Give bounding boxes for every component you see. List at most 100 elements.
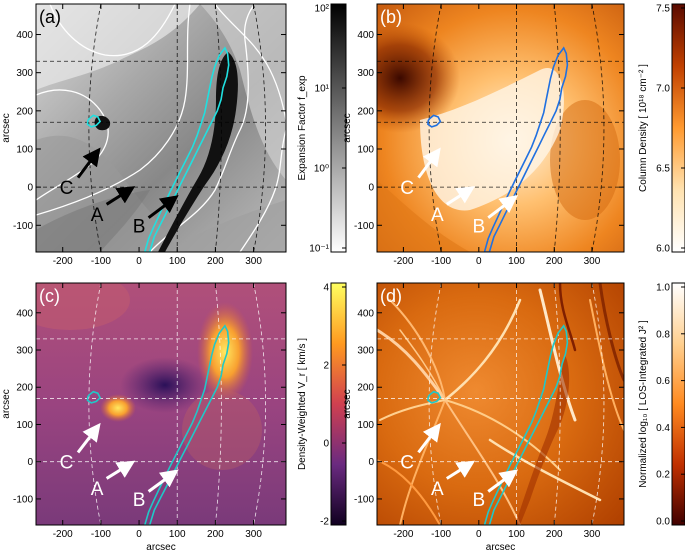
panel-c-colorbar-title: Density-Weighted V_r [ km/s ] <box>297 338 308 470</box>
panel-a-ytick-label: 200 <box>16 106 33 117</box>
field-line-3 <box>36 4 191 216</box>
panel-d <box>377 283 624 525</box>
panel-a-ytick-label: -100 <box>13 221 33 232</box>
panel-b-colorbar-tick-label: 7.5 <box>656 4 670 15</box>
panel-d-colorbar-tick-label: 0.2 <box>656 470 670 481</box>
panel-c-gridline-x <box>88 283 102 525</box>
panel-c-ytick-label: 300 <box>16 346 33 357</box>
panel-d-label: (d) <box>380 286 402 306</box>
panel-c-colorbar-tick-label: 0 <box>323 439 329 450</box>
arrow-b <box>147 195 179 219</box>
arrow-label-b: B <box>472 490 485 511</box>
panel-b-ytick-label: 400 <box>357 30 374 41</box>
panel-b-colorbar-tick-label: 7.0 <box>656 84 670 95</box>
arrow-b <box>487 195 519 219</box>
contour-region-b <box>143 324 230 525</box>
arrow-label-b: B <box>133 216 146 237</box>
panel-c-colorbar-tick-label: 4 <box>323 283 329 294</box>
panel-a-gridline-x <box>214 4 222 252</box>
arrow-a <box>445 186 476 206</box>
panel-a-label: (a) <box>39 7 61 27</box>
panel-c-contours <box>86 324 230 525</box>
panel-a-ytick-label: 0 <box>27 183 33 194</box>
panel-b-gridline-x <box>553 4 561 252</box>
arrow-a <box>105 186 136 206</box>
panel-c-colorbar-tick-label: -2 <box>320 517 329 528</box>
panel-c-ytick-label: 200 <box>16 383 33 394</box>
panel-d-ytick-label: 300 <box>357 346 374 357</box>
arrow-a <box>105 460 136 480</box>
panel-b-xtick-label: 300 <box>584 256 601 267</box>
panel-c-gridline-x <box>214 283 222 525</box>
contour-region-b <box>143 46 230 252</box>
arrow-label-a: A <box>431 479 444 500</box>
panel-b-ytick-label: 200 <box>357 106 374 117</box>
panel-a-ytick-label: 300 <box>16 68 33 79</box>
panel-c <box>36 283 286 525</box>
panel-a-xtick-label: 200 <box>207 256 224 267</box>
panel-d-colorbar-tick-label: 0.6 <box>656 376 670 387</box>
panel-d-ylabel: arcsec <box>342 389 353 418</box>
panel-a-colorbar-tick-label: 10⁰ <box>314 164 329 175</box>
field-line-1 <box>49 4 176 57</box>
field-line-4 <box>149 4 256 252</box>
panel-d-xtick-label: -200 <box>393 529 413 540</box>
panel-c-xtick-label: 100 <box>169 529 186 540</box>
panel-b-xtick-label: 200 <box>546 256 563 267</box>
arrow-c <box>417 147 441 179</box>
panel-a-xtick-label: -100 <box>91 256 111 267</box>
contour-region-c <box>86 114 102 128</box>
panel-a-grid <box>36 4 286 252</box>
panel-d-gridline-x <box>553 283 561 525</box>
panel-d-image <box>377 283 624 525</box>
panel-d-colorbar-tick-label: 0.4 <box>656 423 670 434</box>
panel-c-colorbar-tick-label: 2 <box>323 361 329 372</box>
panel-a-colorbar-title: Expansion Factor f_exp <box>297 75 308 180</box>
panel-b-contours <box>427 46 569 252</box>
panel-b-ytick-label: 0 <box>368 183 374 194</box>
contour-region-c <box>427 390 442 404</box>
panel-b-ylabel: arcsec <box>342 113 353 142</box>
panel-d-xtick-label: 300 <box>584 529 601 540</box>
panel-d-colorbar-tick-label: 0.0 <box>656 517 670 528</box>
panel-d-xtick-label: 200 <box>546 529 563 540</box>
panel-a-ylabel: arcsec <box>1 113 12 142</box>
panel-d-ytick-label: 400 <box>357 308 374 319</box>
panel-a-xtick-label: 300 <box>245 256 262 267</box>
panel-a-xtick-label: 100 <box>169 256 186 267</box>
panel-c-xtick-label: -200 <box>53 529 73 540</box>
panel-b-label: (b) <box>380 7 402 27</box>
panel-b-xtick-label: -100 <box>431 256 451 267</box>
panel-d-gridline-x <box>591 283 605 525</box>
panel-a-colorbar-tick-label: 10¹ <box>315 84 330 95</box>
contour-region-c <box>427 114 442 128</box>
panel-d-ytick-label: 100 <box>357 420 374 431</box>
arrow-a <box>445 460 476 480</box>
panel-c-xtick-label: 0 <box>136 529 142 540</box>
open-region-b <box>158 52 238 252</box>
panel-a-gridline-x <box>253 4 266 252</box>
panel-c-ytick-label: 100 <box>16 420 33 431</box>
arrow-label-c: C <box>400 178 414 199</box>
panel-a-colorbar <box>330 3 347 253</box>
panel-b-ytick-label: 300 <box>357 68 374 79</box>
panel-d-xlabel: arcsec <box>486 542 515 553</box>
panel-a-ytick-label: 400 <box>16 30 33 41</box>
panel-c-gridline-x <box>253 283 266 525</box>
panel-a <box>36 4 286 252</box>
panel-b-grid <box>377 4 624 252</box>
panel-b-gridline-x <box>428 4 442 252</box>
panel-c-ytick-label: -100 <box>13 494 33 505</box>
panel-c-xtick-label: 200 <box>207 529 224 540</box>
panel-a-gridline-x <box>88 4 102 252</box>
arrow-label-b: B <box>133 490 146 511</box>
panel-c-label: (c) <box>39 286 60 306</box>
panel-d-ytick-label: 0 <box>368 457 374 468</box>
panel-d-grid <box>377 283 624 525</box>
panel-c-frame <box>35 282 287 526</box>
arrow-label-a: A <box>91 479 104 500</box>
arrow-label-a: A <box>91 205 104 226</box>
panel-b-colorbar-tick-label: 6.0 <box>656 244 670 255</box>
arrow-b <box>487 469 519 493</box>
